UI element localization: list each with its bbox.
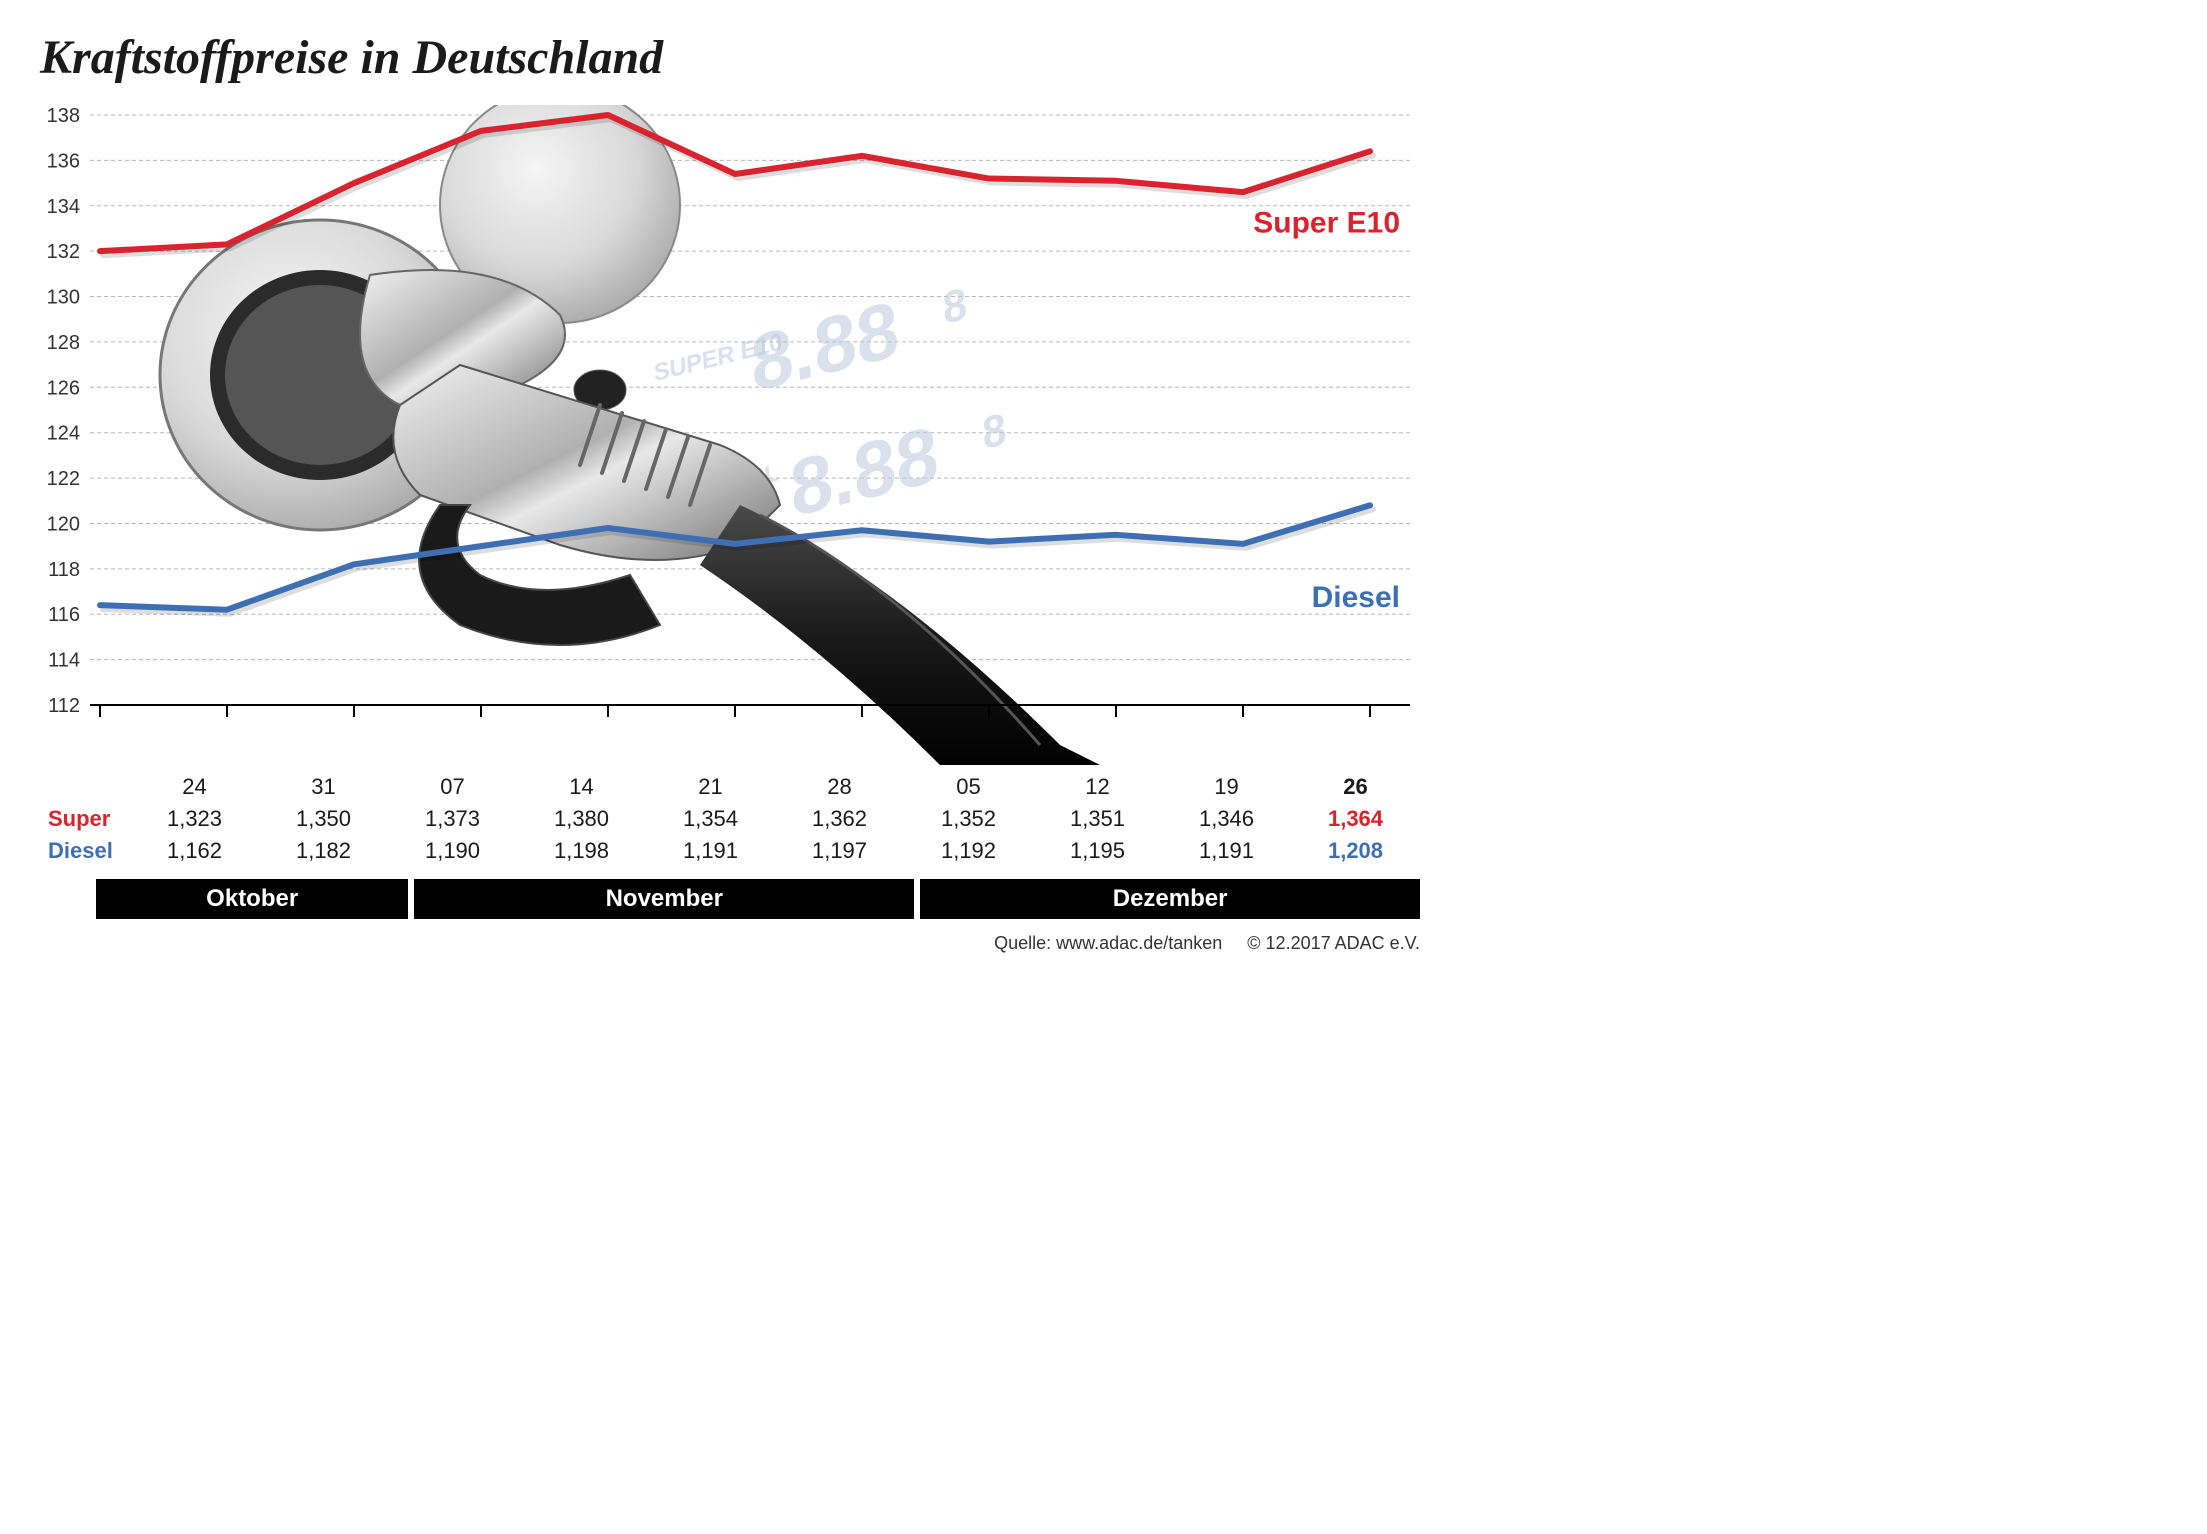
y-axis-label: 126 [47,377,80,399]
super-row: Super 1,3231,3501,3731,3801,3541,3621,35… [40,803,1420,835]
watermark-text: 8.88 [787,409,940,534]
y-axis-label: 116 [48,604,80,626]
date-cell: 26 [1291,771,1420,803]
watermark-text: 8.88 [748,284,901,409]
diesel-cell: 1,208 [1291,835,1420,867]
y-axis-label: 122 [47,468,80,490]
diesel-cell: 1,190 [388,835,517,867]
date-cell: 07 [388,771,517,803]
watermark-text: 8 [941,279,968,334]
diesel-cell: 1,182 [259,835,388,867]
date-row: 24310714212805121926 [40,771,1420,803]
super-cell: 1,323 [130,803,259,835]
date-cell: 19 [1162,771,1291,803]
data-table: 24310714212805121926 Super 1,3231,3501,3… [40,771,1420,867]
super-cell: 1,352 [904,803,1033,835]
y-axis-label: 132 [47,241,80,263]
y-axis-label: 114 [48,650,80,672]
footer-source: Quelle: www.adac.de/tanken [994,933,1222,953]
date-cell: 28 [775,771,904,803]
y-axis-label: 120 [47,513,80,535]
diesel-cell: 1,191 [646,835,775,867]
super-cell: 1,346 [1162,803,1291,835]
diesel-row-label: Diesel [40,838,130,864]
footer: Quelle: www.adac.de/tanken © 12.2017 ADA… [40,933,1420,954]
super-cell: 1,354 [646,803,775,835]
date-cell: 12 [1033,771,1162,803]
diesel-cell: 1,162 [130,835,259,867]
diesel-cell: 1,198 [517,835,646,867]
super-cell: 1,364 [1291,803,1420,835]
diesel-series-label: Diesel [1312,581,1400,614]
diesel-cell: 1,191 [1162,835,1291,867]
footer-copyright: © 12.2017 ADAC e.V. [1247,933,1420,953]
month-bar: Dezember [920,879,1420,919]
super-cell: 1,380 [517,803,646,835]
y-axis-label: 118 [48,559,80,581]
y-axis-label: 134 [47,196,80,218]
super-cell: 1,350 [259,803,388,835]
y-axis-label: 136 [47,150,80,172]
diesel-cell: 1,195 [1033,835,1162,867]
date-cell: 24 [130,771,259,803]
date-cell: 31 [259,771,388,803]
fuel-nozzle-illustration [160,105,1100,765]
y-axis-label: 128 [47,332,80,354]
month-bars: OktoberNovemberDezember [40,879,1420,919]
chart-title: Kraftstoffpreise in Deutschland [40,30,1432,85]
month-bar: Oktober [96,879,408,919]
y-axis-label: 130 [47,287,80,309]
super-cell: 1,351 [1033,803,1162,835]
date-cell: 05 [904,771,1033,803]
super-row-label: Super [40,806,130,832]
y-axis-label: 124 [47,423,80,445]
y-axis-label: 138 [47,105,80,127]
super-cell: 1,362 [775,803,904,835]
month-bar: November [414,879,914,919]
chart-area: 112 114 116 118 120 122 124 126 128 130 132 134 136 1… [40,105,1420,765]
y-axis-label: 112 [48,695,80,717]
diesel-row: Diesel 1,1621,1821,1901,1981,1911,1971,1… [40,835,1420,867]
date-cell: 21 [646,771,775,803]
super-series-label: Super E10 [1253,206,1400,239]
chart-svg: 112 114 116 118 120 122 124 126 128 130 132 134 136 1… [40,105,1420,765]
watermark-text: 8 [981,404,1008,459]
diesel-cell: 1,192 [904,835,1033,867]
date-cell: 14 [517,771,646,803]
super-cell: 1,373 [388,803,517,835]
diesel-cell: 1,197 [775,835,904,867]
